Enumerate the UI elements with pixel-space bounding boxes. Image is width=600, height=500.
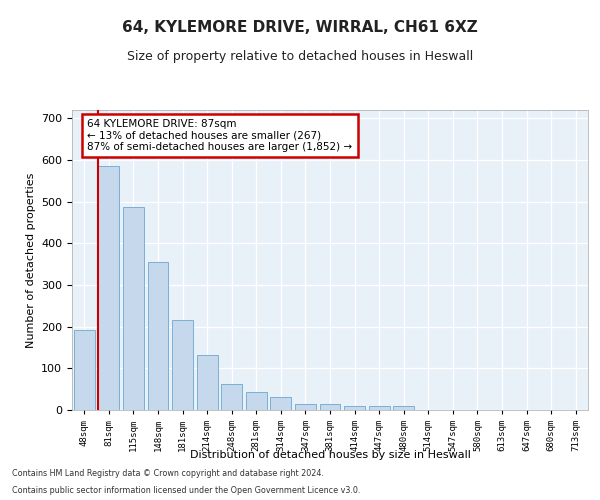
Bar <box>393 406 414 410</box>
Bar <box>123 207 144 410</box>
Bar <box>98 166 119 410</box>
Bar <box>74 330 95 410</box>
Bar <box>246 392 267 410</box>
Bar <box>148 262 169 410</box>
Bar <box>172 320 193 410</box>
Bar <box>197 355 218 410</box>
Text: Size of property relative to detached houses in Heswall: Size of property relative to detached ho… <box>127 50 473 63</box>
Text: 64 KYLEMORE DRIVE: 87sqm
← 13% of detached houses are smaller (267)
87% of semi-: 64 KYLEMORE DRIVE: 87sqm ← 13% of detach… <box>88 119 353 152</box>
Bar <box>271 397 292 410</box>
Text: Contains HM Land Registry data © Crown copyright and database right 2024.: Contains HM Land Registry data © Crown c… <box>12 468 324 477</box>
Bar <box>295 404 316 410</box>
Bar <box>221 384 242 410</box>
Text: 64, KYLEMORE DRIVE, WIRRAL, CH61 6XZ: 64, KYLEMORE DRIVE, WIRRAL, CH61 6XZ <box>122 20 478 35</box>
Y-axis label: Number of detached properties: Number of detached properties <box>26 172 35 348</box>
Bar <box>368 406 389 410</box>
Text: Distribution of detached houses by size in Heswall: Distribution of detached houses by size … <box>190 450 470 460</box>
Text: Contains public sector information licensed under the Open Government Licence v3: Contains public sector information licen… <box>12 486 361 495</box>
Bar <box>320 404 340 410</box>
Bar <box>344 406 365 410</box>
